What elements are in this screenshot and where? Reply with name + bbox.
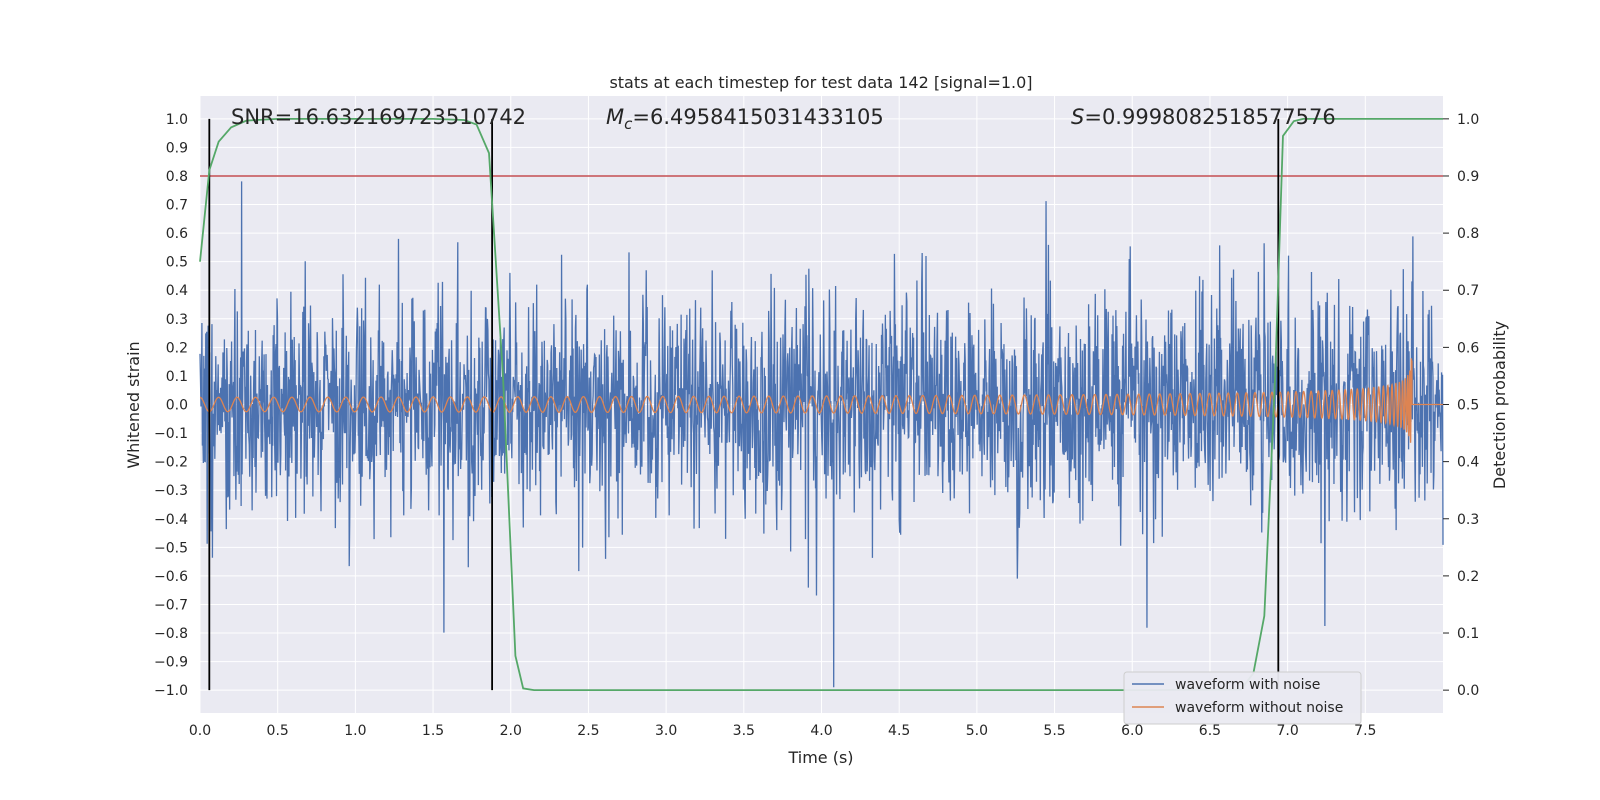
y-axis-left-ticks: 1.0 0.9 0.8 0.7 0.6 0.5 0.4 0.3 0.2 0.1 0.0 −0.1 −0.…: [154, 112, 188, 699]
series-waveform-with-noise: [199, 181, 1444, 688]
y-axis-right-label: Detection probability: [1490, 321, 1509, 489]
y-left-tick-label: 0.7: [166, 198, 188, 214]
y-left-tick-label: −0.8: [154, 626, 188, 642]
chirp-mass-symbol: M: [606, 105, 624, 129]
y-left-tick-label: −0.3: [154, 483, 188, 499]
series-waveform-without-noise: [199, 358, 1443, 443]
x-tick-label: 5.0: [966, 723, 988, 739]
y-left-tick-label: −0.1: [154, 426, 188, 442]
legend: waveform with noise waveform without noi…: [1123, 671, 1362, 725]
y-left-tick-label: −0.4: [154, 512, 188, 528]
score-symbol: S: [1071, 105, 1084, 129]
y-left-tick-label: 0.6: [166, 226, 188, 242]
legend-label-noise: waveform with noise: [1175, 677, 1320, 693]
x-tick-label: 7.5: [1354, 723, 1376, 739]
y-left-tick-label: 0.8: [166, 169, 188, 185]
y-left-tick-label: 0.3: [166, 312, 188, 328]
x-tick-label: 2.5: [577, 723, 599, 739]
y-right-tick-label: 1.0: [1457, 112, 1479, 128]
x-tick-label: 0.5: [267, 723, 289, 739]
chirp-mass-annotation: Mc=6.4958415031433105: [606, 105, 884, 133]
x-tick-label: 4.0: [810, 723, 832, 739]
y-left-tick-label: −0.9: [154, 655, 188, 671]
y-left-tick-label: −0.2: [154, 455, 188, 471]
y-right-tick-label: 0.8: [1457, 226, 1479, 242]
y-left-tick-label: 0.0: [166, 398, 188, 414]
waveform-without-noise-layer: [199, 358, 1443, 443]
x-tick-label: 6.0: [1121, 723, 1143, 739]
legend-label-clean: waveform without noise: [1175, 700, 1343, 716]
y-left-tick-label: 0.9: [166, 140, 188, 156]
y-right-tick-label: 0.9: [1457, 169, 1479, 185]
y-left-tick-label: −0.6: [154, 569, 188, 585]
y-right-tick-label: 0.3: [1457, 512, 1479, 528]
x-tick-label: 7.0: [1276, 723, 1298, 739]
score-value: =0.9998082518577576: [1084, 105, 1335, 129]
x-axis-label: Time (s): [787, 748, 853, 767]
x-tick-label: 3.0: [655, 723, 677, 739]
y-left-tick-label: 0.2: [166, 340, 188, 356]
waveform-with-noise-layer: [199, 181, 1444, 688]
chirp-mass-subscript: c: [624, 115, 633, 133]
y-right-tick-label: 0.1: [1457, 626, 1479, 642]
y-right-tick-label: 0.6: [1457, 340, 1479, 356]
x-tick-label: 1.5: [422, 723, 444, 739]
x-tick-label: 3.5: [733, 723, 755, 739]
x-tick-label: 1.0: [344, 723, 366, 739]
chirp-mass-value: =6.4958415031433105: [632, 105, 883, 129]
y-axis-right-ticks: 1.0 0.9 0.8 0.7 0.6 0.5 0.4 0.3 0.2 0.1 0.0: [1443, 112, 1479, 699]
y-right-tick-label: 0.0: [1457, 683, 1479, 699]
y-left-tick-label: −0.5: [154, 540, 188, 556]
y-left-tick-label: −1.0: [154, 683, 188, 699]
x-tick-label: 2.0: [500, 723, 522, 739]
overlay-layer: [199, 117, 1443, 692]
y-right-tick-label: 0.7: [1457, 283, 1479, 299]
chart-title: stats at each timestep for test data 142…: [609, 73, 1032, 92]
y-right-tick-label: 0.4: [1457, 455, 1479, 471]
x-tick-label: 5.5: [1043, 723, 1065, 739]
y-axis-left-label: Whitened strain: [124, 341, 143, 468]
y-left-tick-label: 0.1: [166, 369, 188, 385]
y-left-tick-label: 0.4: [166, 283, 188, 299]
y-right-tick-label: 0.2: [1457, 569, 1479, 585]
x-tick-label: 0.0: [189, 723, 211, 739]
legend-box: [1123, 671, 1362, 725]
y-left-tick-label: −0.7: [154, 597, 188, 613]
series-detection-probability: [199, 117, 1443, 692]
y-left-tick-label: 0.5: [166, 255, 188, 271]
x-tick-label: 6.5: [1199, 723, 1221, 739]
snr-annotation: SNR=16.632169723510742: [231, 105, 526, 129]
y-left-tick-label: 1.0: [166, 112, 188, 128]
score-annotation: S=0.9998082518577576: [1071, 105, 1336, 129]
x-tick-label: 4.5: [888, 723, 910, 739]
y-right-tick-label: 0.5: [1457, 398, 1479, 414]
x-axis-ticks: 0.0 0.5 1.0 1.5 2.0 2.5 3.0 3.5 4.0 4.5 5.0 5.5 6.0 6…: [189, 723, 1377, 739]
